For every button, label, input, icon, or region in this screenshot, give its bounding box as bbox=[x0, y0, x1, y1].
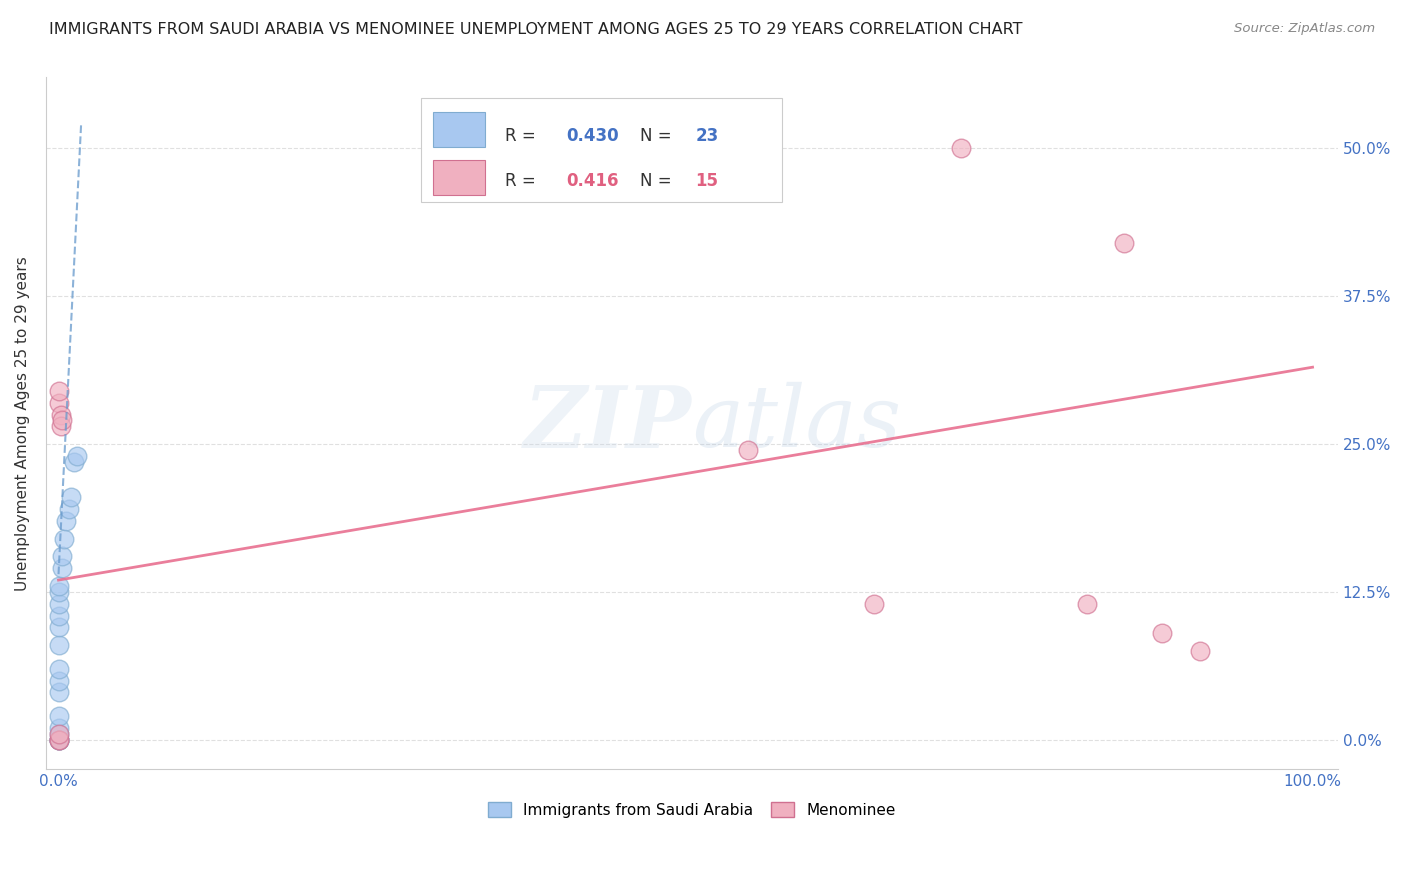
Point bbox=[48, 732, 70, 747]
Point bbox=[51, 549, 73, 564]
Point bbox=[60, 490, 83, 504]
FancyBboxPatch shape bbox=[433, 112, 485, 146]
Text: N =: N = bbox=[640, 128, 678, 145]
Point bbox=[48, 727, 70, 741]
Point bbox=[1188, 644, 1211, 658]
Point bbox=[49, 408, 72, 422]
Point bbox=[52, 532, 75, 546]
Point bbox=[48, 732, 70, 747]
Text: 0.430: 0.430 bbox=[567, 128, 619, 145]
Text: 0.416: 0.416 bbox=[567, 172, 619, 190]
Point bbox=[48, 620, 70, 634]
Point bbox=[48, 685, 70, 699]
FancyBboxPatch shape bbox=[433, 161, 485, 195]
Y-axis label: Unemployment Among Ages 25 to 29 years: Unemployment Among Ages 25 to 29 years bbox=[15, 256, 30, 591]
Point bbox=[48, 732, 70, 747]
Text: ZIP: ZIP bbox=[524, 382, 692, 465]
Point bbox=[48, 579, 70, 593]
Point bbox=[48, 395, 70, 409]
Point bbox=[48, 597, 70, 611]
Point bbox=[58, 502, 80, 516]
Point bbox=[48, 384, 70, 398]
Point bbox=[49, 419, 72, 434]
FancyBboxPatch shape bbox=[420, 98, 782, 202]
Point bbox=[48, 732, 70, 747]
Point bbox=[950, 141, 973, 155]
Point bbox=[48, 709, 70, 723]
Point bbox=[737, 442, 759, 457]
Point bbox=[48, 673, 70, 688]
Point bbox=[66, 449, 89, 463]
Text: N =: N = bbox=[640, 172, 678, 190]
Point bbox=[48, 662, 70, 676]
Text: 23: 23 bbox=[696, 128, 718, 145]
Point bbox=[62, 455, 84, 469]
Point bbox=[48, 732, 70, 747]
Text: IMMIGRANTS FROM SAUDI ARABIA VS MENOMINEE UNEMPLOYMENT AMONG AGES 25 TO 29 YEARS: IMMIGRANTS FROM SAUDI ARABIA VS MENOMINE… bbox=[49, 22, 1022, 37]
Point bbox=[48, 608, 70, 623]
Point bbox=[1114, 235, 1136, 250]
Point bbox=[1152, 626, 1174, 640]
Text: atlas: atlas bbox=[692, 382, 901, 465]
Text: Source: ZipAtlas.com: Source: ZipAtlas.com bbox=[1234, 22, 1375, 36]
Point bbox=[51, 561, 73, 575]
Point bbox=[48, 638, 70, 652]
Text: R =: R = bbox=[505, 128, 540, 145]
Point bbox=[55, 514, 77, 528]
Point bbox=[48, 721, 70, 735]
Point bbox=[862, 597, 884, 611]
Legend: Immigrants from Saudi Arabia, Menominee: Immigrants from Saudi Arabia, Menominee bbox=[482, 797, 903, 824]
Text: R =: R = bbox=[505, 172, 540, 190]
Point bbox=[51, 413, 73, 427]
Point bbox=[1076, 597, 1098, 611]
Point bbox=[48, 585, 70, 599]
Point bbox=[48, 727, 70, 741]
Text: 15: 15 bbox=[696, 172, 718, 190]
